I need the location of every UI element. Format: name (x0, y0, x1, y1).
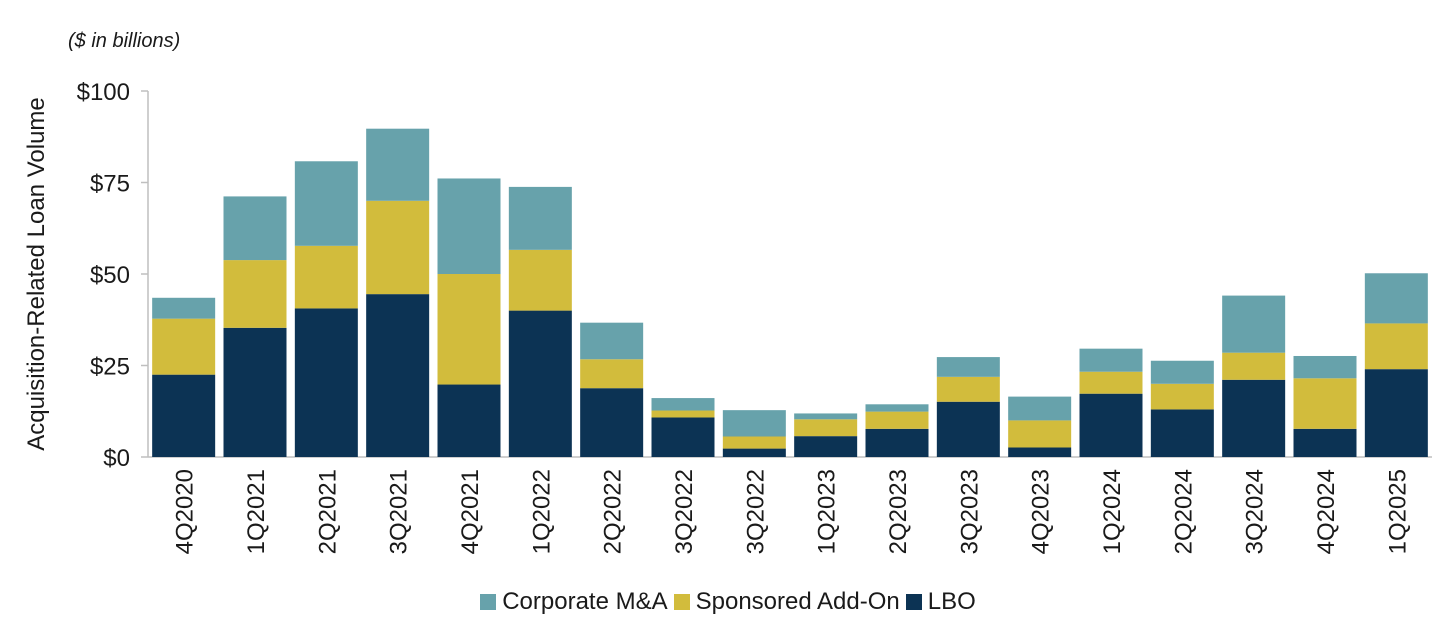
bar-segment (865, 404, 929, 412)
bar-segment (1293, 378, 1357, 429)
bar-segment (1150, 360, 1214, 384)
bar-segment (722, 410, 786, 437)
x-tick-label: 2Q2022 (600, 469, 627, 554)
legend-item: Corporate M&A (480, 588, 668, 616)
bar-segment (294, 308, 358, 457)
bar-segment (865, 411, 929, 429)
legend-item: Sponsored Add-On (673, 588, 900, 616)
x-tick-label: 1Q2023 (814, 469, 841, 554)
bar-segment (794, 436, 858, 457)
bar-segment (651, 410, 715, 418)
bar-segment (651, 417, 715, 457)
legend-swatch (673, 594, 690, 610)
x-tick-label: 2Q2021 (314, 469, 341, 554)
x-tick-label: 2Q2024 (1170, 469, 1197, 554)
bar-segment (1079, 348, 1143, 372)
bar-segment (651, 398, 715, 411)
bar-segment (1293, 428, 1357, 457)
bar-segment (508, 186, 572, 250)
x-tick-label: 3Q2022 (742, 469, 769, 554)
bar-segment (1222, 352, 1286, 380)
bar-segment (294, 161, 358, 246)
y-tick-label: $0 (103, 445, 130, 472)
bar-segment (508, 249, 572, 311)
chart-legend: Corporate M&A Sponsored Add-On LBO (0, 588, 1456, 616)
bar-segment (1222, 295, 1286, 353)
bar-segment (1008, 420, 1072, 448)
x-tick-label: 1Q2022 (528, 469, 555, 554)
bar-segment (580, 322, 644, 360)
y-tick-label: $25 (90, 354, 130, 381)
legend-item: LBO (905, 588, 976, 616)
bar-segment (936, 401, 1000, 457)
bar-segment (722, 448, 786, 457)
bar-segment (1150, 383, 1214, 410)
x-tick-label: 3Q2024 (1242, 469, 1269, 554)
bar-segment (366, 128, 430, 201)
unit-note: ($ in billions) (68, 30, 181, 52)
bar-segment (223, 327, 287, 457)
y-tick-label: $75 (90, 171, 130, 198)
bar-segment (152, 297, 216, 319)
bar-segment (865, 428, 929, 457)
legend-label: Sponsored Add-On (695, 588, 900, 615)
bar-segment (1364, 273, 1428, 324)
legend-swatch (480, 594, 497, 610)
bar-segment (1008, 396, 1072, 421)
bar-segment (580, 388, 644, 457)
x-tick-label: 3Q2021 (386, 469, 413, 554)
x-tick-label: 1Q2024 (1099, 469, 1126, 554)
x-tick-label: 4Q2021 (457, 469, 484, 554)
legend-label: LBO (927, 588, 976, 615)
bar-segment (223, 196, 287, 261)
x-tick-label: 1Q2021 (243, 469, 270, 554)
x-tick-label: 4Q2024 (1313, 469, 1340, 554)
bar-segment (366, 294, 430, 457)
x-tick-label: 3Q2023 (956, 469, 983, 554)
bar-segment (1079, 393, 1143, 457)
bar-segment (1364, 369, 1428, 457)
x-tick-label: 1Q2025 (1384, 469, 1411, 554)
bar-segment (794, 419, 858, 437)
bar-segment (936, 376, 1000, 402)
bar-segment (580, 359, 644, 389)
bar-segment (508, 310, 572, 457)
bar-segment (1293, 355, 1357, 379)
x-tick-label: 4Q2020 (172, 469, 199, 554)
x-tick-label: 2Q2023 (885, 469, 912, 554)
y-tick-label: $100 (77, 79, 130, 106)
bar-segment (152, 318, 216, 375)
x-tick-label: 4Q2023 (1028, 469, 1055, 554)
bar-segment (437, 178, 501, 274)
bar-segment (722, 436, 786, 449)
x-tick-label: 3Q2022 (671, 469, 698, 554)
bar-segment (1150, 409, 1214, 457)
bar-segment (437, 274, 501, 385)
legend-swatch (905, 594, 922, 610)
bar-segment (936, 357, 1000, 377)
bar-segment (294, 245, 358, 309)
bar-segment (794, 413, 858, 420)
bar-segment (1079, 371, 1143, 394)
y-axis-label: Acquisition-Related Loan Volume (23, 97, 50, 451)
legend-label: Corporate M&A (502, 588, 668, 615)
bar-segment (366, 200, 430, 295)
bar-segment (437, 384, 501, 457)
bar-segment (1008, 447, 1072, 457)
y-tick-label: $50 (90, 262, 130, 289)
bar-segment (223, 260, 287, 328)
bar-segment (152, 374, 216, 457)
bar-segment (1222, 379, 1286, 457)
bar-segment (1364, 323, 1428, 370)
